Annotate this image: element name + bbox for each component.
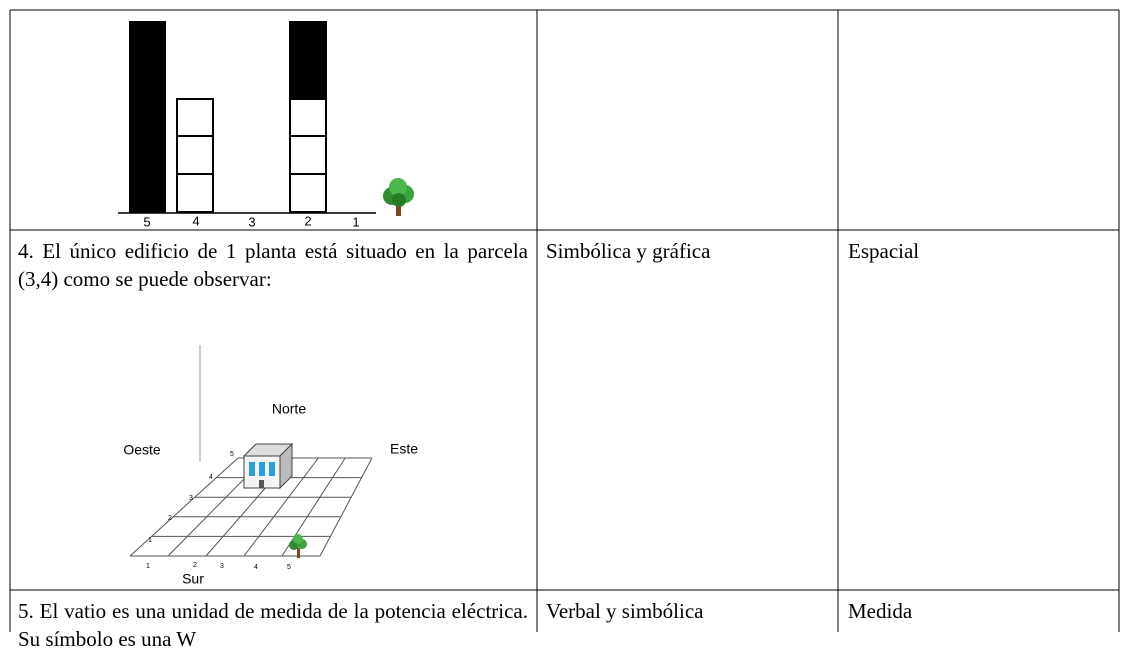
row-number: 5: [230, 451, 234, 458]
page: {"table": {"rows": [ {"figure": {"plot_l…: [9, 9, 1120, 651]
tree: [289, 534, 307, 558]
content: Espacial: [848, 239, 920, 263]
grid-line: [243, 457, 319, 557]
row-number: 3: [189, 495, 193, 502]
plot-label: 2: [304, 213, 311, 228]
col-number: 4: [254, 564, 258, 571]
col-number: 1: [146, 563, 150, 570]
east-label: Este: [390, 441, 418, 457]
west-label: Oeste: [123, 442, 161, 458]
grid-line: [319, 457, 373, 557]
plot-label: 1: [352, 214, 359, 229]
col-number: 2: [193, 562, 197, 569]
row-number: 1: [148, 537, 152, 544]
plot-label: 4: [192, 213, 199, 228]
table-borders: [9, 9, 1120, 632]
grid-line: [129, 457, 239, 557]
plot-label: 5: [143, 214, 150, 229]
item-text: 4. El único edificio de 1 planta está si…: [18, 239, 528, 291]
row-number: 4: [209, 474, 213, 481]
representation: Simbólica y gráfica: [546, 239, 711, 263]
row-number: 2: [168, 515, 172, 522]
item-text: 5. El vatio es una unidad de medida de l…: [18, 599, 528, 651]
building-icon: [242, 442, 294, 490]
plot-labels: 5 4 3 2 1: [143, 213, 359, 229]
grid-line: [281, 457, 346, 557]
col-number: 3: [220, 563, 224, 570]
south-label: Sur: [182, 571, 204, 587]
buildings-figure: [118, 21, 376, 214]
table-graphics: 5 4 3 2 1 Norte Oeste Este Sur: [9, 9, 1120, 632]
north-label: Norte: [272, 401, 306, 417]
col-number: 5: [287, 564, 291, 571]
representation: Verbal y simbólica: [546, 599, 704, 623]
grid-figure: Norte Oeste Este Sur 5 4 3 2 1 1 2 3 4 5: [123, 345, 418, 587]
plot-label: 3: [248, 214, 255, 229]
content: Medida: [848, 599, 913, 623]
tree: [383, 178, 414, 216]
